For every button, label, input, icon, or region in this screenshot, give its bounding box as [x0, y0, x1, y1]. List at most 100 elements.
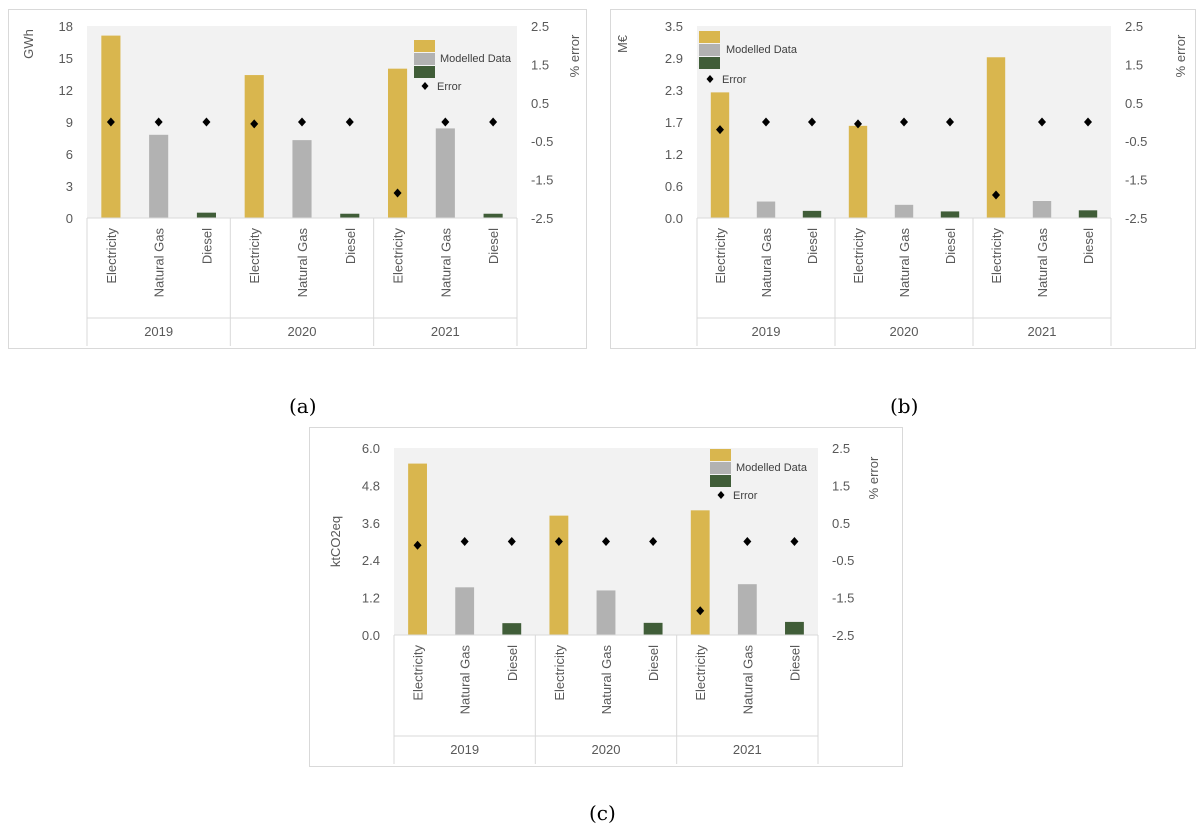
- bar-2019-natural-gas: [455, 587, 475, 635]
- legend-swatch: [699, 44, 720, 56]
- y2-axis-title: % error: [567, 34, 582, 77]
- bar-2020-electricity: [848, 125, 868, 218]
- error-point: [992, 190, 1000, 200]
- bar-2020-diesel: [643, 622, 663, 635]
- x-category-label: Diesel: [199, 228, 214, 264]
- bar-2019-diesel: [502, 623, 522, 635]
- error-point: [602, 537, 610, 546]
- x-group-label: 2019: [144, 324, 173, 339]
- y-tick-label: 6: [66, 147, 73, 162]
- y-tick-label: 1.2: [665, 147, 683, 162]
- y-tick-label: 12: [59, 83, 73, 98]
- y2-tick-label: -2.5: [1125, 211, 1147, 226]
- y2-tick-label: -1.5: [1125, 173, 1147, 188]
- legend-series-label: Modelled Data: [440, 53, 512, 65]
- y-tick-label: 2.4: [362, 553, 380, 568]
- legend-error-label: Error: [437, 81, 462, 93]
- x-category-label: Electricity: [104, 228, 119, 284]
- x-category-label: Electricity: [693, 645, 708, 701]
- y-tick-label: 15: [59, 51, 73, 66]
- legend-swatch: [710, 449, 731, 461]
- y2-tick-label: -1.5: [531, 173, 553, 188]
- error-point: [345, 117, 354, 127]
- bar-2019-natural-gas: [149, 134, 169, 218]
- chart-c-svg: 0.0 1.2 2.4 3.6 4.8 6.0 -2.5 -1.5 -0.5 0.5 1.5 2.5 k…: [328, 441, 881, 764]
- bar-2021-natural-gas: [435, 128, 455, 218]
- x-group-label: 2020: [592, 742, 621, 757]
- legend-swatch: [699, 57, 720, 69]
- x-category-label: Electricity: [713, 228, 728, 284]
- chart-panel-c: 0.0 1.2 2.4 3.6 4.8 6.0 -2.5 -1.5 -0.5 0.5 1.5 2.5 k…: [309, 427, 903, 767]
- y2-tick-label: 0.5: [832, 516, 850, 531]
- x-group-label: 2020: [288, 324, 317, 339]
- x-group-label: 2019: [752, 324, 781, 339]
- bar-2021-diesel: [483, 213, 503, 218]
- error-point: [716, 125, 724, 135]
- caption-c: (c): [589, 801, 616, 825]
- bar-2021-electricity: [986, 57, 1006, 218]
- x-category-label: Diesel: [343, 228, 358, 264]
- x-category-label: Natural Gas: [1035, 228, 1050, 298]
- bar-2020-diesel: [940, 211, 960, 218]
- y-tick-label: 6.0: [362, 441, 380, 456]
- y2-tick-label: -0.5: [1125, 134, 1147, 149]
- y-tick-label: 0.6: [665, 179, 683, 194]
- x-category-label: Natural Gas: [740, 645, 755, 715]
- bar-2021-electricity: [690, 510, 710, 635]
- error-point: [900, 117, 908, 127]
- legend-error-marker: [421, 82, 429, 90]
- error-point: [790, 537, 799, 546]
- error-point: [413, 540, 422, 550]
- x-category-label: Diesel: [943, 228, 958, 264]
- y2-tick-label: 0.5: [531, 96, 549, 111]
- y-tick-label: 9: [66, 115, 73, 130]
- bar-2020-natural-gas: [596, 590, 616, 635]
- x-category-label: Natural Gas: [152, 228, 167, 298]
- error-point: [743, 537, 752, 546]
- y2-tick-label: -0.5: [832, 553, 854, 568]
- y-tick-label: 1.2: [362, 591, 380, 606]
- y-tick-label: 3: [66, 179, 73, 194]
- x-category-label: Diesel: [505, 645, 520, 681]
- y2-tick-label: -2.5: [531, 211, 553, 226]
- x-category-label: Electricity: [989, 228, 1004, 284]
- x-category-label: Diesel: [646, 645, 661, 681]
- x-category-label: Electricity: [552, 645, 567, 701]
- bar-2019-electricity: [101, 35, 121, 218]
- y2-tick-label: 1.5: [832, 478, 850, 493]
- x-category-label: Natural Gas: [599, 645, 614, 715]
- x-group-label: 2021: [733, 742, 762, 757]
- legend-swatch: [710, 475, 731, 487]
- legend-swatch: [414, 53, 435, 65]
- y2-tick-label: 1.5: [531, 57, 549, 72]
- y-tick-label: 0.0: [362, 628, 380, 643]
- y-axis-title: M€: [615, 34, 630, 53]
- x-category-label: Natural Gas: [458, 645, 473, 715]
- x-group-label: 2019: [450, 742, 479, 757]
- error-point: [1038, 117, 1046, 127]
- x-category-label: Natural Gas: [759, 228, 774, 298]
- y2-tick-label: -1.5: [832, 591, 854, 606]
- y2-tick-label: -2.5: [832, 628, 854, 643]
- y-tick-label: 2.3: [665, 83, 683, 98]
- x-category-label: Natural Gas: [295, 228, 310, 298]
- y2-tick-label: -0.5: [531, 134, 553, 149]
- legend-swatch: [699, 31, 720, 43]
- bar-2021-natural-gas: [737, 584, 757, 635]
- error-point: [106, 117, 115, 127]
- x-category-label: Electricity: [391, 228, 406, 284]
- error-point: [250, 119, 259, 129]
- legend-error-marker: [706, 75, 714, 83]
- error-point: [946, 117, 954, 127]
- y2-tick-label: 2.5: [832, 441, 850, 456]
- error-point: [507, 537, 516, 546]
- bar-2020-electricity: [244, 75, 264, 218]
- legend-series-label: Modelled Data: [726, 44, 798, 56]
- caption-a: (a): [289, 394, 317, 418]
- chart-panel-a: 0 3 6 9 12 15 18 -2.5 -1.5 -0.5 0.5 1.5 2.5 GWh % erro…: [8, 9, 587, 349]
- legend-error-marker: [717, 491, 725, 499]
- y2-tick-label: 1.5: [1125, 57, 1143, 72]
- x-category-label: Diesel: [1081, 228, 1096, 264]
- error-point: [460, 537, 469, 546]
- x-category-label: Natural Gas: [438, 228, 453, 298]
